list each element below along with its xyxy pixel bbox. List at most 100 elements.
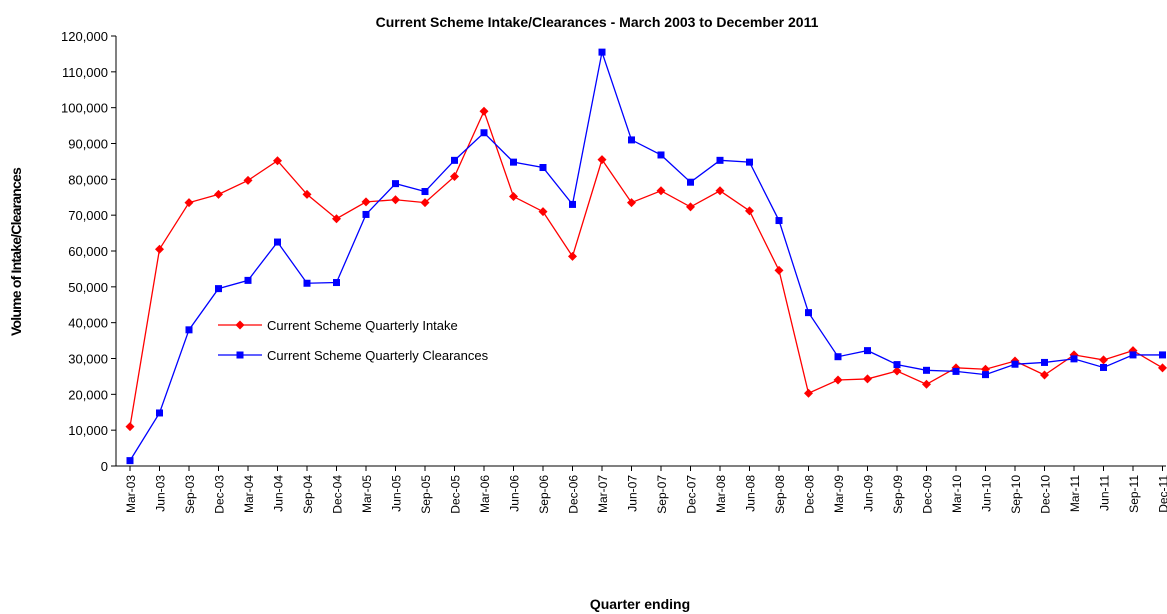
y-tick-label: 70,000 bbox=[68, 208, 108, 223]
series-line bbox=[129, 49, 1163, 461]
data-point bbox=[1100, 363, 1107, 371]
data-point bbox=[126, 457, 134, 465]
x-tick-label: Dec-09 bbox=[921, 475, 935, 514]
data-point bbox=[715, 186, 725, 196]
data-point bbox=[716, 156, 724, 164]
y-tick-label: 40,000 bbox=[68, 316, 108, 331]
x-tick-label: Mar-07 bbox=[596, 475, 610, 513]
x-tick-label: Mar-11 bbox=[1068, 475, 1082, 512]
y-tick-label: 30,000 bbox=[68, 352, 108, 367]
x-tick-label: Mar-08 bbox=[714, 475, 728, 513]
data-point bbox=[215, 285, 222, 293]
y-tick-label: 90,000 bbox=[68, 137, 108, 152]
y-tick-label: 60,000 bbox=[68, 244, 108, 259]
x-tick-label: Sep-05 bbox=[419, 475, 433, 514]
data-point bbox=[332, 214, 341, 224]
x-tick-label: Sep-08 bbox=[773, 475, 787, 514]
data-point bbox=[1158, 363, 1167, 373]
data-point bbox=[863, 374, 872, 384]
data-point bbox=[805, 309, 812, 317]
x-tick-label: Dec-08 bbox=[803, 475, 817, 514]
data-point bbox=[1099, 355, 1108, 365]
legend-marker bbox=[236, 351, 244, 359]
data-point bbox=[273, 156, 282, 166]
data-point bbox=[627, 198, 636, 208]
data-point bbox=[1159, 351, 1166, 359]
data-point bbox=[687, 178, 694, 186]
data-point bbox=[244, 276, 252, 284]
x-tick-label: Jun-07 bbox=[626, 475, 640, 512]
data-point bbox=[922, 379, 931, 389]
x-tick-label: Sep-10 bbox=[1009, 475, 1023, 514]
series-line bbox=[129, 109, 1163, 427]
x-tick-label: Dec-03 bbox=[213, 475, 227, 514]
x-tick-label: Sep-06 bbox=[537, 475, 551, 514]
data-point bbox=[539, 164, 547, 172]
data-point bbox=[686, 202, 695, 212]
data-point bbox=[214, 189, 223, 199]
data-point bbox=[538, 207, 548, 217]
data-point bbox=[420, 198, 430, 208]
x-tick-label: Jun-11 bbox=[1098, 475, 1112, 511]
legend-label: Current Scheme Quarterly Intake bbox=[267, 318, 458, 333]
data-point bbox=[509, 192, 518, 202]
data-point bbox=[804, 388, 813, 398]
x-tick-label: Mar-05 bbox=[360, 475, 374, 513]
x-tick-label: Sep-09 bbox=[891, 475, 905, 514]
data-point bbox=[479, 106, 489, 116]
y-tick-label: 10,000 bbox=[68, 423, 108, 438]
data-point bbox=[361, 197, 371, 207]
data-point bbox=[952, 367, 960, 375]
legend-label: Current Scheme Quarterly Clearances bbox=[267, 348, 489, 363]
data-point bbox=[923, 366, 930, 374]
data-point bbox=[597, 155, 607, 165]
data-point bbox=[303, 279, 311, 287]
data-point bbox=[569, 200, 576, 208]
data-point bbox=[392, 180, 399, 188]
data-point bbox=[774, 265, 784, 275]
data-point bbox=[155, 244, 164, 254]
data-point bbox=[1070, 355, 1078, 363]
y-tick-label: 120,000 bbox=[61, 29, 108, 44]
data-point bbox=[833, 375, 843, 385]
x-tick-label: Sep-04 bbox=[301, 475, 315, 514]
x-tick-label: Jun-08 bbox=[744, 475, 758, 512]
data-point bbox=[450, 171, 459, 181]
x-tick-label: Jun-09 bbox=[862, 475, 876, 512]
y-tick-label: 0 bbox=[101, 459, 108, 474]
data-point bbox=[864, 347, 871, 355]
data-point bbox=[982, 371, 989, 379]
data-point bbox=[775, 217, 783, 225]
legend-marker bbox=[235, 320, 245, 330]
x-tick-label: Sep-03 bbox=[183, 475, 197, 514]
data-point bbox=[421, 188, 429, 196]
x-tick-label: Mar-03 bbox=[124, 475, 138, 513]
data-point bbox=[657, 151, 665, 159]
data-point bbox=[510, 158, 517, 166]
data-point bbox=[480, 129, 488, 137]
y-tick-label: 50,000 bbox=[68, 280, 108, 295]
data-point bbox=[362, 210, 370, 218]
x-tick-label: Dec-05 bbox=[449, 475, 463, 514]
data-point bbox=[1129, 351, 1137, 359]
data-point bbox=[274, 238, 281, 246]
data-point bbox=[892, 366, 902, 376]
y-tick-label: 80,000 bbox=[68, 172, 108, 187]
chart-title: Current Scheme Intake/Clearances - March… bbox=[376, 14, 819, 30]
x-tick-label: Sep-11 bbox=[1127, 475, 1141, 513]
data-point bbox=[184, 198, 194, 208]
data-point bbox=[568, 251, 577, 261]
x-tick-label: Jun-04 bbox=[272, 475, 286, 512]
x-tick-label: Mar-04 bbox=[242, 475, 256, 513]
data-point bbox=[451, 156, 458, 164]
data-point bbox=[1041, 358, 1048, 366]
data-point bbox=[156, 409, 163, 417]
data-point bbox=[746, 158, 753, 166]
x-axis-title: Quarter ending bbox=[590, 596, 690, 612]
x-tick-label: Mar-09 bbox=[832, 475, 846, 513]
x-tick-label: Jun-06 bbox=[508, 475, 522, 512]
x-tick-label: Dec-11 bbox=[1157, 475, 1167, 513]
y-tick-label: 110,000 bbox=[62, 65, 108, 80]
x-tick-label: Jun-03 bbox=[154, 475, 168, 512]
